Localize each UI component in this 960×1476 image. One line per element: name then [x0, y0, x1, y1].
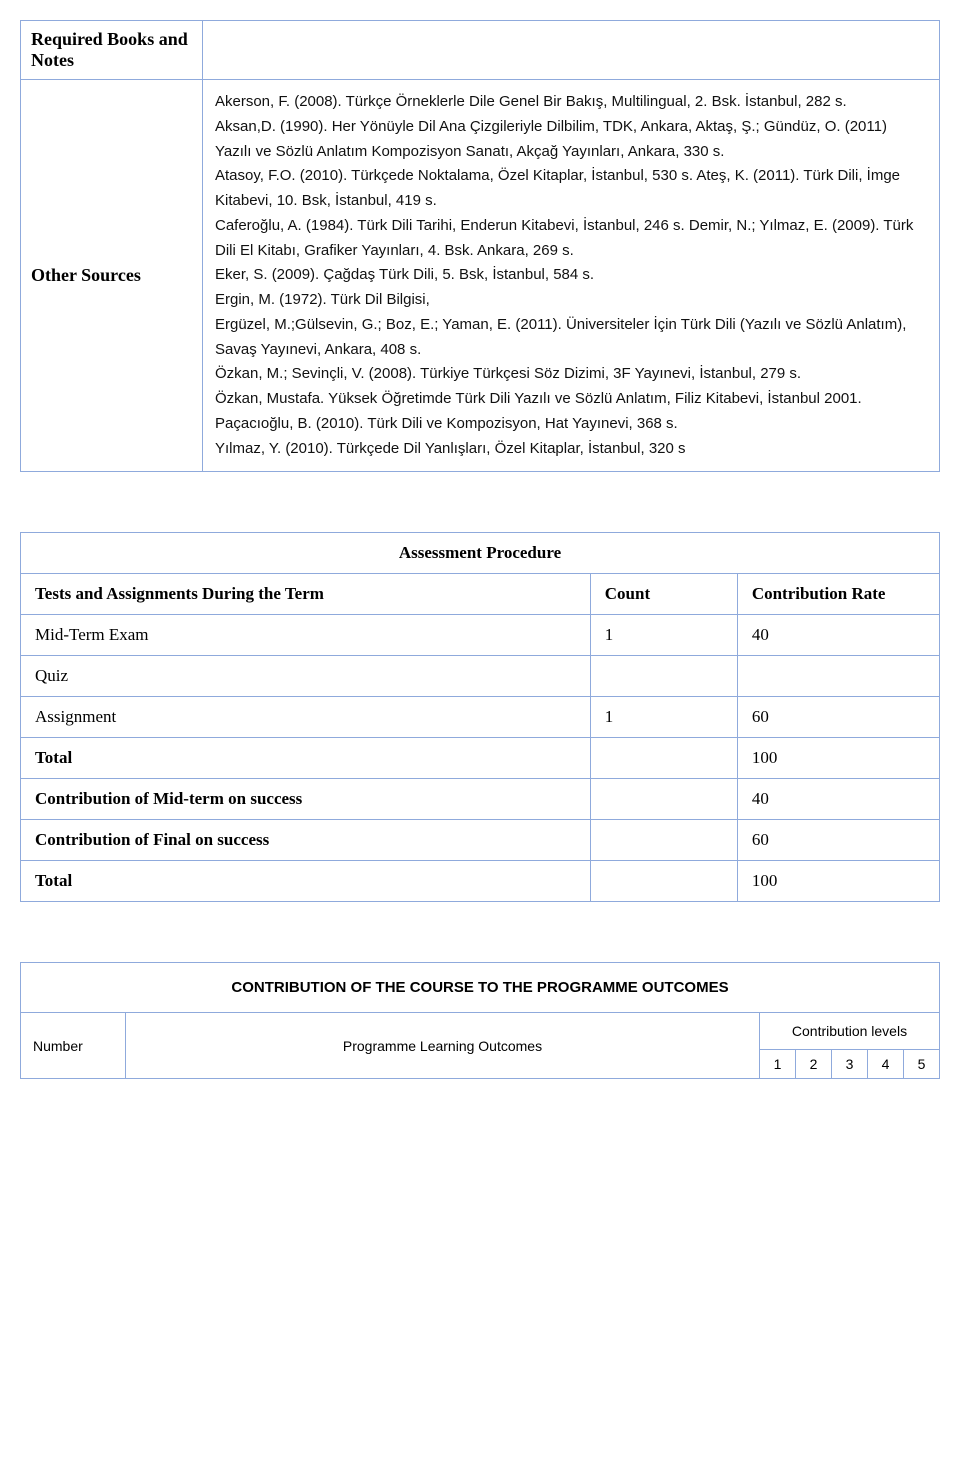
assessment-row-label: Contribution of Final on success: [21, 820, 591, 861]
assessment-row: Mid-Term Exam140: [21, 615, 940, 656]
assessment-row: Quiz: [21, 656, 940, 697]
col-count-header: Count: [590, 574, 737, 615]
assessment-row-rate: 60: [737, 820, 939, 861]
assessment-title: Assessment Procedure: [21, 533, 940, 574]
assessment-row-rate: 40: [737, 615, 939, 656]
assessment-row-count: [590, 779, 737, 820]
assessment-row-count: [590, 738, 737, 779]
level-2: 2: [796, 1050, 832, 1079]
assessment-row-label: Total: [21, 738, 591, 779]
assessment-row: Assignment160: [21, 697, 940, 738]
col-plo-header: Programme Learning Outcomes: [126, 1013, 760, 1079]
col-tests-header: Tests and Assignments During the Term: [21, 574, 591, 615]
assessment-row: Contribution of Mid-term on success 40: [21, 779, 940, 820]
level-5: 5: [904, 1050, 940, 1079]
assessment-row-rate: 60: [737, 697, 939, 738]
col-rate-header: Contribution Rate: [737, 574, 939, 615]
assessment-row-rate: 100: [737, 738, 939, 779]
assessment-row: Total 100: [21, 738, 940, 779]
assessment-table: Assessment Procedure Tests and Assignmen…: [20, 532, 940, 902]
assessment-row-count: [590, 656, 737, 697]
assessment-row-label: Quiz: [21, 656, 591, 697]
assessment-row-count: 1: [590, 697, 737, 738]
assessment-row-label: Assignment: [21, 697, 591, 738]
other-sources-content: Akerson, F. (2008). Türkçe Örneklerle Di…: [203, 80, 940, 472]
assessment-row-count: [590, 820, 737, 861]
levels-label: Contribution levels: [760, 1013, 940, 1050]
books-notes-table: Required Books and Notes Other Sources A…: [20, 20, 940, 472]
assessment-row-label: Contribution of Mid-term on success: [21, 779, 591, 820]
assessment-row-count: [590, 861, 737, 902]
assessment-row-rate: [737, 656, 939, 697]
required-books-content: [203, 21, 940, 80]
assessment-row: Contribution of Final on success 60: [21, 820, 940, 861]
assessment-row: Total 100: [21, 861, 940, 902]
level-1: 1: [760, 1050, 796, 1079]
contribution-table: CONTRIBUTION OF THE COURSE TO THE PROGRA…: [20, 962, 940, 1079]
col-number-header: Number: [21, 1013, 126, 1079]
assessment-row-rate: 100: [737, 861, 939, 902]
required-books-label: Required Books and Notes: [21, 21, 203, 80]
contribution-title: CONTRIBUTION OF THE COURSE TO THE PROGRA…: [21, 963, 940, 1013]
assessment-row-rate: 40: [737, 779, 939, 820]
assessment-row-count: 1: [590, 615, 737, 656]
level-4: 4: [868, 1050, 904, 1079]
assessment-row-label: Total: [21, 861, 591, 902]
level-3: 3: [832, 1050, 868, 1079]
other-sources-label: Other Sources: [21, 80, 203, 472]
assessment-row-label: Mid-Term Exam: [21, 615, 591, 656]
